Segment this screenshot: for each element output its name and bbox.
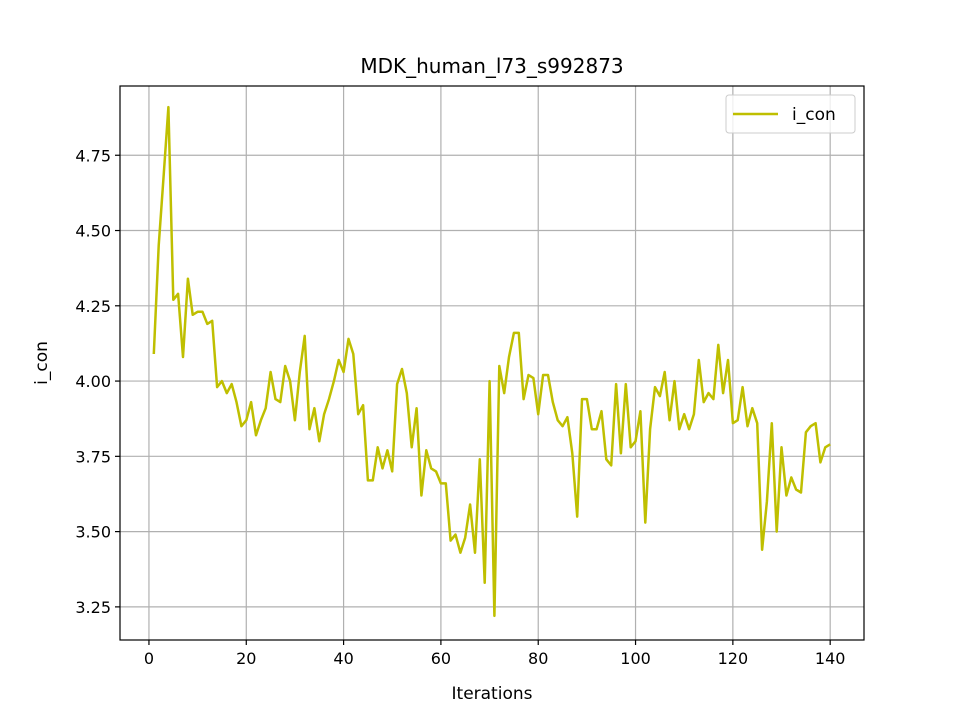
y-tick-label: 4.75 <box>75 146 111 165</box>
y-tick-label: 4.50 <box>75 222 111 241</box>
x-tick-label: 140 <box>815 649 846 668</box>
legend-label: i_con <box>792 105 836 125</box>
series-line-i-con <box>152 105 831 618</box>
y-tick-label: 3.50 <box>75 523 111 542</box>
y-tick-label: 3.75 <box>75 447 111 466</box>
series-layer <box>152 105 831 618</box>
x-tick-label: 40 <box>333 649 353 668</box>
x-tick-label: 0 <box>144 649 154 668</box>
x-tick-label: 80 <box>528 649 548 668</box>
chart-title: MDK_human_l73_s992873 <box>360 54 623 78</box>
legend: i_con <box>725 94 856 134</box>
legend-box <box>725 94 856 134</box>
y-tick-label: 4.00 <box>75 372 111 391</box>
y-axis-label: i_con <box>32 341 52 385</box>
y-tick-label: 4.25 <box>75 297 111 316</box>
x-tick-label: 120 <box>718 649 749 668</box>
plot-frame <box>119 85 865 641</box>
axis-ticks: 0 20 40 60 80 100 120 140 3.25 3.50 3.75 4.00 4.25 4.… <box>75 146 845 668</box>
x-tick-label: 20 <box>236 649 256 668</box>
y-tick-label: 3.25 <box>75 598 111 617</box>
x-tick-label: 100 <box>620 649 651 668</box>
x-axis-label: Iterations <box>452 684 533 704</box>
x-tick-label: 60 <box>431 649 451 668</box>
